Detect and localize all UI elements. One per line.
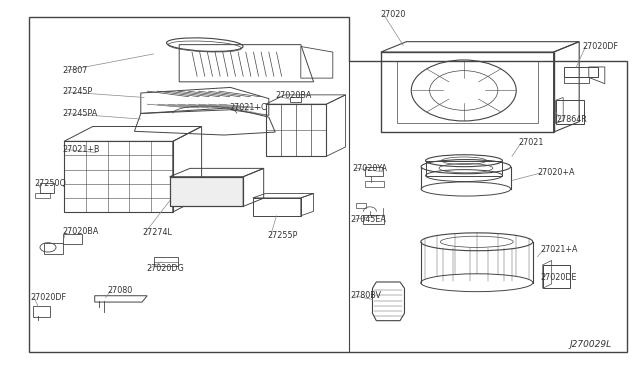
Text: 27045EA: 27045EA <box>351 215 387 224</box>
Text: 27250Q: 27250Q <box>35 179 67 187</box>
Text: 27274L: 27274L <box>142 228 172 237</box>
Text: 27864R: 27864R <box>557 115 588 124</box>
Text: 27245PA: 27245PA <box>63 109 98 118</box>
Text: 27020DG: 27020DG <box>146 264 184 273</box>
Text: 27080: 27080 <box>108 286 132 295</box>
Text: 27021+B: 27021+B <box>63 145 100 154</box>
Text: 27021: 27021 <box>518 138 544 147</box>
Text: 27020BA: 27020BA <box>275 92 312 100</box>
Text: J270029L: J270029L <box>569 340 611 349</box>
Text: 27021+C: 27021+C <box>229 103 267 112</box>
Text: 27020DE: 27020DE <box>541 273 577 282</box>
Text: 27245P: 27245P <box>63 87 93 96</box>
Text: 27020YA: 27020YA <box>352 164 387 173</box>
Text: 27020DF: 27020DF <box>31 293 67 302</box>
Text: 27255P: 27255P <box>268 231 298 240</box>
Text: 27021+A: 27021+A <box>541 245 579 254</box>
Polygon shape <box>170 177 243 206</box>
Text: 27020+A: 27020+A <box>538 169 575 177</box>
Text: 2780BV: 2780BV <box>351 291 381 300</box>
Text: 27020DF: 27020DF <box>582 42 618 51</box>
Text: 27807: 27807 <box>63 66 88 75</box>
Text: 27020BA: 27020BA <box>63 227 99 236</box>
Text: 27020: 27020 <box>381 10 406 19</box>
